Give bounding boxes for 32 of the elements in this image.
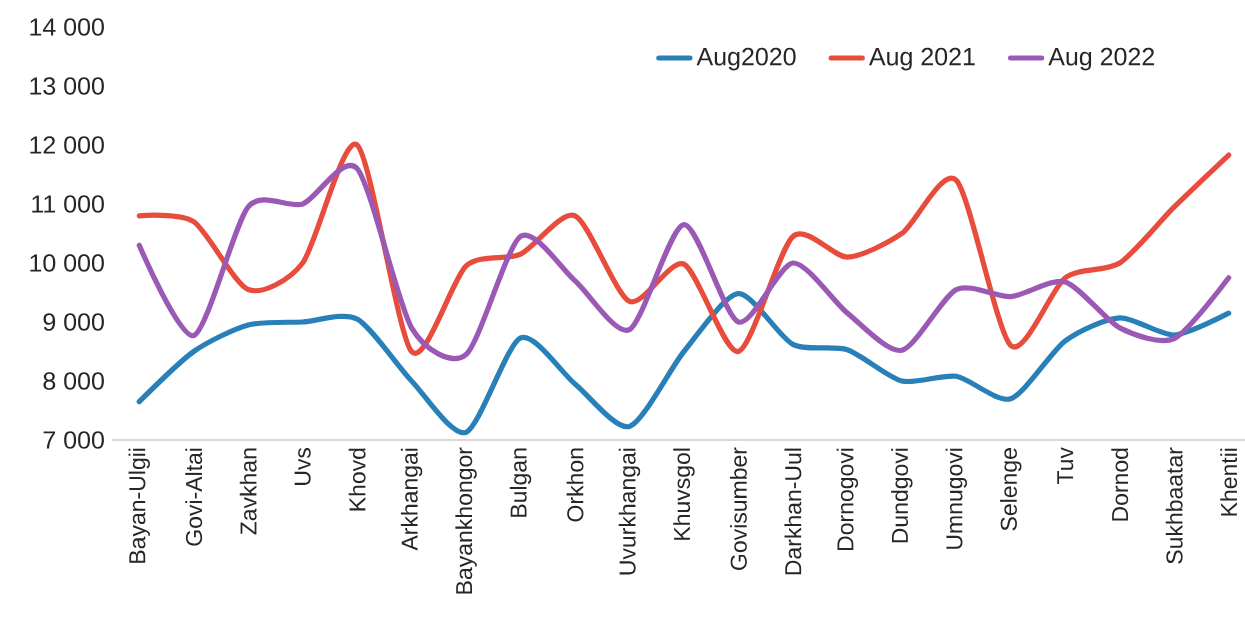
x-tick-label: Uvurkhangai xyxy=(618,448,641,575)
y-tick-label: 8 000 xyxy=(43,372,104,390)
x-tick-label: Arkhangai xyxy=(400,448,423,551)
y-tick-label: 11 000 xyxy=(32,195,104,213)
x-tick-label: Khentii xyxy=(1220,448,1238,516)
y-tick-label: 12 000 xyxy=(30,136,104,154)
y-tick-label: 10 000 xyxy=(30,254,104,272)
x-tick-label: Sukhbaatar xyxy=(1165,447,1183,564)
x-tick-label: Umnugovi xyxy=(945,448,968,549)
y-tick-label: 7 000 xyxy=(43,431,104,449)
x-tick-label: Bayankhongor xyxy=(455,447,477,594)
y-tick-label: 14 000 xyxy=(30,18,104,36)
x-tick-label: Bulgan xyxy=(509,448,532,517)
y-tick-label: 13 000 xyxy=(30,77,104,95)
x-tick-label: Selenge xyxy=(1000,448,1022,531)
x-tick-label: Dundgovi xyxy=(891,448,913,543)
x-tick-label: Bayan-Ulgii xyxy=(128,448,150,563)
x-tick-label: Zavkhan xyxy=(239,448,257,535)
x-tick-label: Dornogovi xyxy=(836,448,859,551)
x-tick-label: Khovd xyxy=(348,448,366,511)
x-tick-label: Uvs xyxy=(294,447,311,485)
x-tick-label: Khuvsgol xyxy=(673,448,695,540)
x-tick-label: Govisumber xyxy=(730,447,747,570)
x-tick-label: Dornod xyxy=(1111,448,1129,521)
x-tick-label: Orkhon xyxy=(566,448,584,522)
x-tick-label: Darkhan-Uul xyxy=(784,448,802,575)
x-tick-label: Tuv xyxy=(1057,447,1074,485)
x-tick-label: Govi-Altai xyxy=(185,448,203,546)
y-tick-label: 9 000 xyxy=(43,313,104,331)
legend-label: Aug 2022 xyxy=(1048,47,1154,71)
legend-label: Aug 2021 xyxy=(868,47,975,71)
legend-label: Aug2020 xyxy=(696,47,796,71)
